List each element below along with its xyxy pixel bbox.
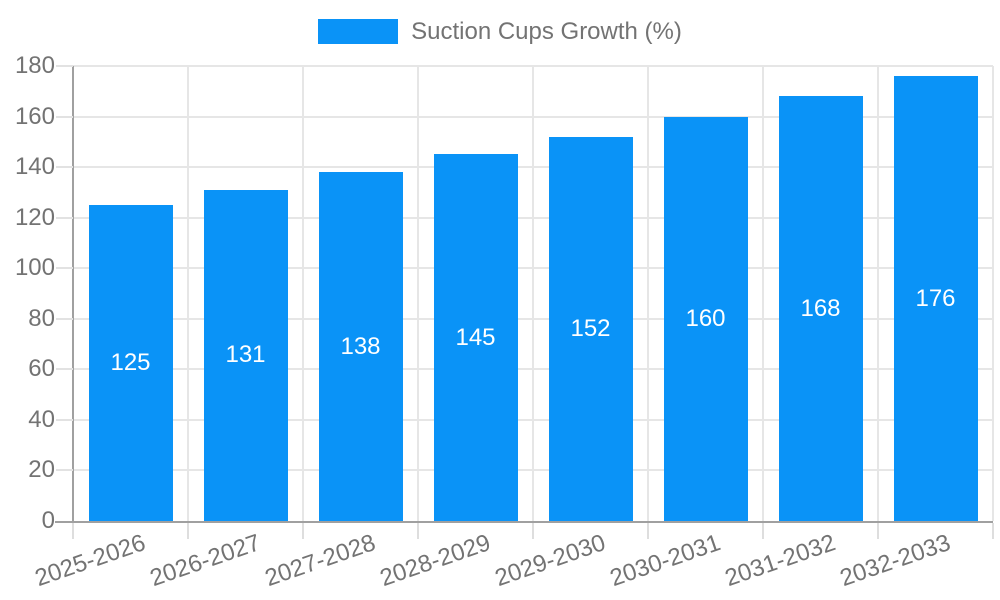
bar-2032-2033[interactable] [893, 76, 978, 521]
plot-area: 125 131 138 145 152 160 168 176 [73, 65, 994, 521]
y-tick-mark [56, 469, 73, 472]
bar-2028-2029[interactable] [433, 154, 518, 521]
y-tick-label: 160 [14, 102, 55, 130]
gridline-vertical [187, 66, 189, 521]
gridline-vertical [877, 66, 879, 521]
x-tick-label: 2027-2028 [261, 529, 379, 593]
y-tick-label: 120 [14, 203, 55, 231]
bar-2029-2030[interactable] [548, 136, 633, 521]
x-tick-mark [417, 523, 419, 539]
y-tick-label: 0 [41, 507, 55, 534]
x-tick-label: 2031-2032 [721, 529, 839, 593]
x-tick-label: 2029-2030 [491, 529, 609, 593]
gridline-vertical [302, 66, 304, 521]
gridline-vertical [417, 66, 419, 521]
x-tick-mark [762, 523, 764, 539]
x-tick-label: 2026-2027 [146, 529, 264, 593]
bar-2026-2027[interactable] [203, 189, 288, 521]
y-tick-mark [56, 65, 73, 67]
y-tick-label: 20 [28, 456, 55, 484]
y-tick-label: 140 [14, 153, 55, 181]
y-tick-mark [56, 317, 73, 320]
y-tick-mark [56, 166, 73, 169]
y-tick-label: 40 [28, 405, 55, 433]
y-tick-mark [56, 267, 73, 270]
y-tick-label: 60 [28, 355, 55, 383]
x-tick-mark [992, 523, 994, 539]
legend-swatch [318, 19, 399, 44]
y-axis-line [72, 66, 74, 523]
chart-legend[interactable]: Suction Cups Growth (%) [0, 19, 1000, 44]
x-tick-mark [647, 523, 649, 539]
gridline-vertical [532, 66, 534, 521]
y-tick-mark [56, 216, 73, 219]
y-tick-label: 100 [14, 254, 55, 282]
bar-2027-2028[interactable] [318, 172, 403, 521]
x-tick-label: 2030-2031 [606, 529, 724, 593]
x-tick-label: 2032-2033 [836, 529, 954, 593]
legend-label: Suction Cups Growth (%) [411, 17, 682, 45]
x-tick-mark [187, 523, 189, 539]
gridline-vertical [762, 66, 764, 521]
x-tick-mark [302, 523, 304, 539]
y-tick-label: 180 [14, 52, 55, 79]
bar-2030-2031[interactable] [663, 116, 748, 521]
bar-2025-2026[interactable] [88, 205, 173, 521]
x-axis-line [55, 521, 993, 523]
y-tick-mark [56, 418, 73, 421]
bar-2031-2032[interactable] [778, 96, 863, 521]
y-tick-label: 80 [28, 304, 55, 332]
x-tick-label: 2028-2029 [376, 529, 494, 593]
x-tick-mark [72, 523, 74, 539]
gridline-vertical [647, 66, 649, 521]
x-tick-mark [877, 523, 879, 539]
gridline-vertical [992, 66, 994, 521]
x-tick-mark [532, 523, 534, 539]
y-tick-mark [56, 368, 73, 371]
x-tick-label: 2025-2026 [31, 529, 149, 593]
y-tick-mark [56, 115, 73, 118]
